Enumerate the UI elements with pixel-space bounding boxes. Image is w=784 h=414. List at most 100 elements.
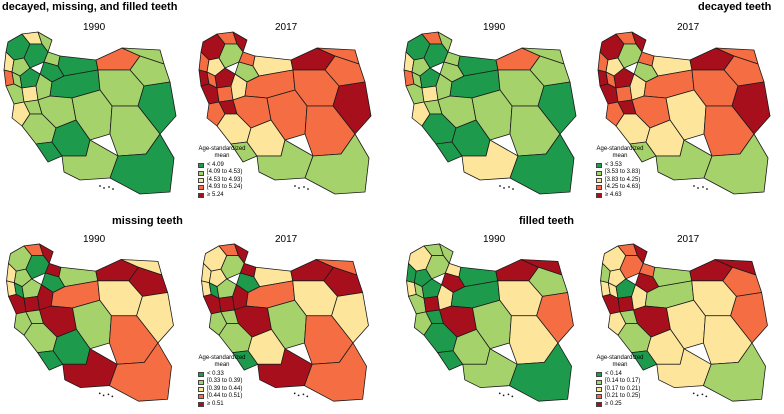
legend-label: ≥ 5.24 [207,191,224,198]
legend-label: [4.93 to 5.24) [207,184,243,191]
island-2 [503,187,505,189]
island-1 [294,185,296,187]
island-3 [702,186,704,188]
island-4 [512,188,514,190]
legend-item: < 3.53 [596,162,648,169]
legend: Age-standardized mean < 0.14 [0.14 to 0.… [596,355,648,408]
island-3 [107,393,110,396]
legend-label: [3.53 to 3.83) [605,169,641,176]
legend-label: < 4.09 [207,162,224,168]
province-25 [731,81,771,135]
legend-label: [0.33 to 0.39) [207,378,243,385]
year-label-1990: 1990 [483,22,506,33]
island-1 [98,392,101,395]
province-12 [615,85,633,103]
legend-title-line2: mean [612,362,628,368]
year-label-2017: 2017 [677,22,700,33]
legend-item: < 0.14 [596,371,648,378]
province-25 [332,81,372,135]
legend-swatch [198,177,204,183]
province-12 [23,295,40,313]
province-31 [509,133,575,195]
island-2 [502,394,505,397]
map-1990 [406,243,574,402]
province-25 [536,292,574,344]
legend-label: < 0.14 [605,371,622,377]
island-4 [307,188,309,190]
province-12 [21,85,39,103]
island-2 [697,187,699,189]
island-3 [302,393,305,396]
island-2 [103,187,105,189]
legend-swatch [596,394,602,400]
legend-label: ≥ 0.25 [605,400,622,407]
legend-swatch [198,386,204,392]
legend-item: [3.83 to 4.25) [596,177,648,184]
legend-item: [4.25 to 4.63) [596,184,648,191]
map-2017 [198,31,372,195]
map-1990 [6,243,174,402]
map-2017 [600,243,768,402]
map-2017 [201,243,369,402]
year-label-2017: 2017 [275,234,298,245]
province-31 [304,133,370,195]
legend-item: < 4.09 [198,162,250,169]
year-label-2017: 2017 [275,22,298,33]
map-2017 [597,31,771,195]
province-12 [423,295,440,313]
island-3 [701,393,704,396]
legend-title-line2: mean [214,153,230,159]
province-31 [509,342,572,402]
legend-title-line1: Age-standardized [596,146,644,152]
legend-swatch [198,163,204,169]
map-1990 [403,31,577,195]
year-label-1990: 1990 [83,234,106,245]
panel-title: missing teeth [112,215,183,227]
legend-swatch [198,401,204,407]
legend-swatch [198,372,204,378]
legend-label: [0.14 to 0.17) [605,378,641,385]
province-12 [216,85,234,103]
legend-item: ≥ 4.63 [596,192,648,199]
legend-label: < 3.53 [605,162,622,168]
province-25 [137,81,177,135]
island-4 [111,395,114,398]
legend-label: [0.17 to 0.21) [605,385,641,392]
island-1 [692,392,695,395]
legend-label: ≥ 4.63 [605,191,622,198]
province-31 [109,342,172,402]
island-1 [693,185,695,187]
year-label-1990: 1990 [483,234,506,245]
legend-swatch [198,379,204,385]
legend-title-line1: Age-standardized [596,355,644,361]
legend: Age-standardized mean < 4.09 [4.09 to 4.… [198,146,250,199]
legend: Age-standardized mean < 0.33 [0.33 to 0.… [198,355,250,408]
panel-title: filled teeth [519,215,575,227]
island-1 [293,392,296,395]
legend-item: < 0.33 [198,371,250,378]
legend-swatch [596,386,602,392]
legend-item: [4.93 to 5.24) [198,184,250,191]
legend-item: [4.53 to 4.93) [198,177,250,184]
legend-title-line2: mean [612,153,628,159]
legend-swatch [596,192,602,198]
legend-swatch [198,170,204,176]
legend-swatch [596,185,602,191]
province-25 [331,292,369,344]
legend: Age-standardized mean < 3.53 [3.53 to 3.… [596,146,648,199]
legend-item: [3.53 to 3.83) [596,169,648,176]
island-2 [696,394,699,397]
legend-item: [0.17 to 0.21) [596,386,648,393]
legend-label: ≥ 0.51 [207,400,224,407]
legend-label: [0.21 to 0.25) [605,393,641,400]
panel-filled: filled teeth 1990 2017 Age-standardized … [392,207,784,414]
legend-title-line1: Age-standardized [198,146,246,152]
province-25 [730,292,768,344]
map-1990 [3,31,177,195]
panel-missing: missing teeth 1990 2017 Age-standardized… [0,207,392,414]
island-4 [306,395,309,398]
island-3 [303,186,305,188]
legend-swatch [198,394,204,400]
province-12 [218,295,235,313]
island-3 [507,393,510,396]
